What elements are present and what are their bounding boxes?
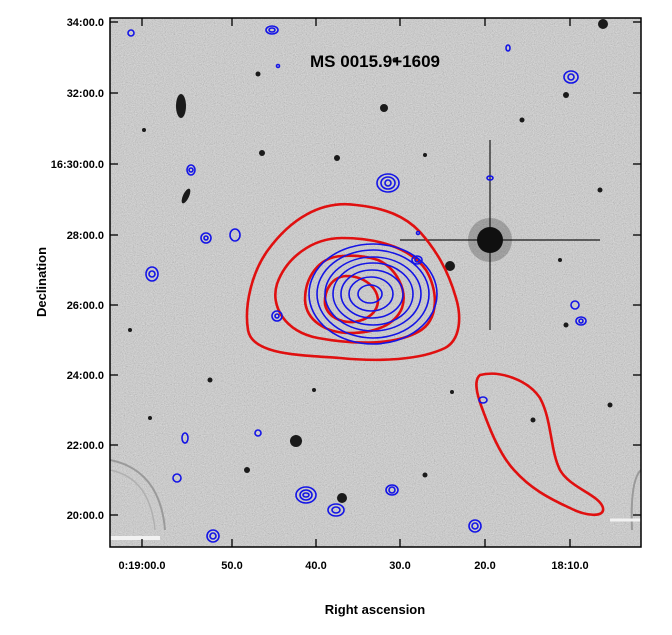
blue-contour-5 [340,269,404,319]
field-stars [128,19,613,503]
y-tick-label: 26:00.0 [67,300,104,312]
blue-contour-7 [357,284,383,304]
y-tick-label: 22:00.0 [67,440,104,452]
x-tick-label: 18:10.0 [551,560,588,572]
x-tick-label: 20.0 [474,560,495,572]
blue-point-sources [127,25,587,543]
x-tick-label: 40.0 [305,560,326,572]
y-tick-label: 16:30:00.0 [51,159,104,171]
blue-contour-2 [316,249,430,339]
plot-title: MS 0015.9+1609 [310,52,440,71]
axis-ticks [110,18,641,547]
y-axis-title: Declination [34,247,49,317]
red-contour-southeast [475,372,605,517]
y-tick-label: 24:00.0 [67,370,104,382]
x-axis-title: Right ascension [325,602,425,617]
red-contour-outer [245,202,461,362]
red-contour-2 [274,236,437,344]
y-tick-label: 34:00.0 [67,17,104,29]
y-tick-label: 20:00.0 [67,510,104,522]
y-tick-label: 32:00.0 [67,88,104,100]
y-tick-label: 28:00.0 [67,230,104,242]
blue-contour-set [127,25,587,543]
blue-contour-4 [332,262,414,326]
red-contour-set [245,202,605,517]
blue-contour-6 [348,276,394,312]
red-contour-3 [303,254,405,335]
plot-frame [109,17,642,548]
blue-contour-1 [308,243,438,345]
x-tick-label: 50.0 [221,560,242,572]
x-tick-label: 0:19:00.0 [118,560,165,572]
x-tick-label: 30.0 [389,560,410,572]
blue-contour-3 [324,256,422,332]
sky-image [110,18,641,547]
